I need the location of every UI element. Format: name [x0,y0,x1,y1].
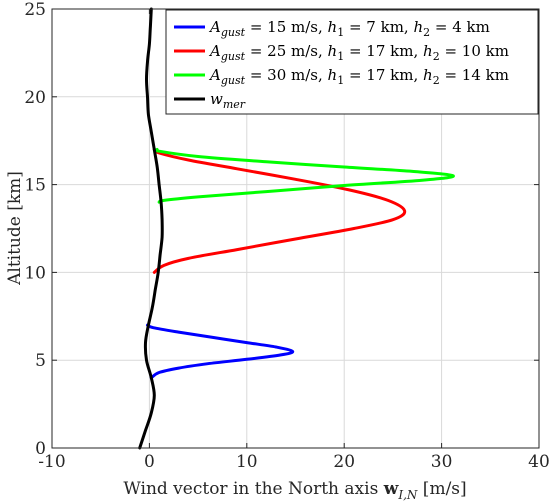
legend-box [165,9,539,115]
x-tick-label: 30 [431,452,453,472]
x-tick-label: 20 [333,452,355,472]
x-tick-label: -10 [38,452,65,472]
y-tick-label: 10 [24,263,46,283]
legend: Agust = 15 m/s, h1 = 7 km, h2 = 4 km Agus… [165,9,539,115]
y-tick-label: 15 [24,176,46,196]
series-line-2 [154,148,455,204]
x-tick-label: 0 [144,452,155,472]
series-line-1 [152,148,407,274]
x-tick-label: 10 [236,452,258,472]
legend-label-0: Agust = 15 m/s, h1 = 7 km, h2 = 4 km [208,18,490,39]
legend-label-2: Agust = 30 m/s, h1 = 17 km, h2 = 14 km [208,66,509,87]
x-axis-label: Wind vector in the North axis wI,N [m/s] [123,479,466,502]
series-line-3 [138,7,164,450]
x-tick-label: 40 [528,452,550,472]
y-tick-label: 20 [24,88,46,108]
series-line-0 [146,323,295,380]
series-group [138,7,455,450]
legend-label-1: Agust = 25 m/s, h1 = 17 km, h2 = 10 km [208,42,509,63]
y-tick-label: 5 [35,351,46,371]
y-tick-label: 0 [35,439,46,459]
plot-frame [51,8,540,449]
legend-label-3: wmer [210,90,246,111]
y-tick-label: 25 [24,0,46,20]
y-axis-label: Altitude [km] [5,171,25,286]
